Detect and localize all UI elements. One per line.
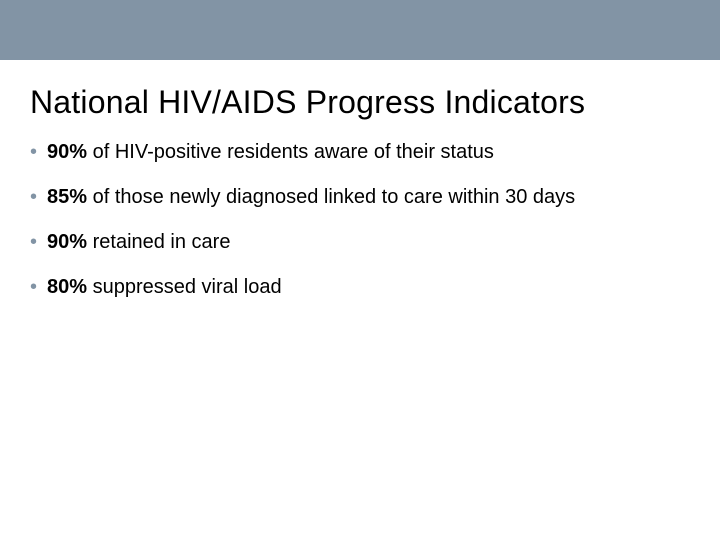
bullet-text: 90% of HIV-positive residents aware of t… [47, 139, 690, 166]
list-item: • 85% of those newly diagnosed linked to… [30, 184, 690, 211]
bullet-percent: 90% [47, 231, 87, 253]
bullet-rest: of those newly diagnosed linked to care … [87, 186, 575, 208]
bullet-rest: suppressed viral load [87, 276, 282, 298]
bullet-dot-icon: • [30, 229, 37, 256]
list-item: • 80% suppressed viral load [30, 274, 690, 301]
bullet-list: • 90% of HIV-positive residents aware of… [30, 139, 690, 301]
bullet-rest: retained in care [87, 231, 230, 253]
bullet-text: 85% of those newly diagnosed linked to c… [47, 184, 690, 211]
bullet-percent: 80% [47, 276, 87, 298]
top-accent-bar [0, 0, 720, 60]
bullet-dot-icon: • [30, 184, 37, 211]
list-item: • 90% retained in care [30, 229, 690, 256]
bullet-rest: of HIV-positive residents aware of their… [87, 141, 494, 163]
bullet-text: 80% suppressed viral load [47, 274, 690, 301]
bullet-percent: 85% [47, 186, 87, 208]
bullet-dot-icon: • [30, 274, 37, 301]
bullet-percent: 90% [47, 141, 87, 163]
bullet-text: 90% retained in care [47, 229, 690, 256]
page-title: National HIV/AIDS Progress Indicators [30, 84, 690, 121]
list-item: • 90% of HIV-positive residents aware of… [30, 139, 690, 166]
bullet-dot-icon: • [30, 139, 37, 166]
